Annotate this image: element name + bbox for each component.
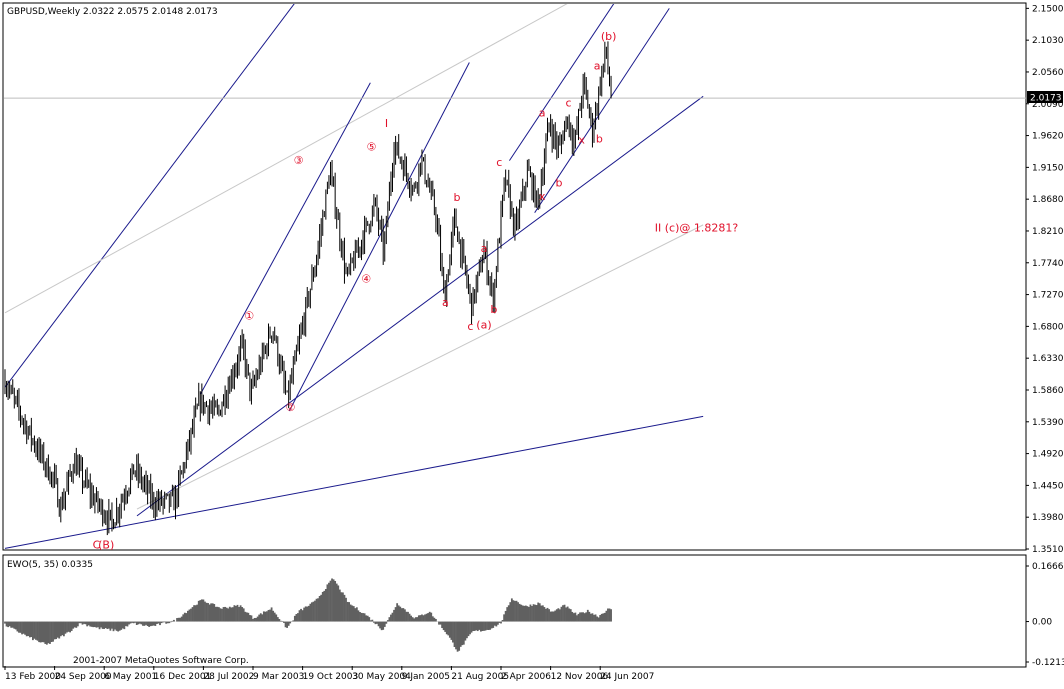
trend-line — [508, 4, 615, 161]
time-tick-label: 9 Mar 2003 — [253, 672, 304, 682]
price-tick-label: 2.0560 — [1032, 68, 1064, 78]
wave-label: a — [442, 296, 449, 309]
time-tick-label: 21 Aug 2005 — [451, 672, 509, 682]
time-tick-label: 24 Sep 2000 — [55, 672, 112, 682]
trend-line — [4, 415, 704, 549]
trend-line — [288, 62, 470, 412]
wave-label: ② — [285, 401, 295, 414]
wave-label: b — [490, 303, 497, 316]
trend-line — [534, 8, 670, 213]
wave-label: c — [496, 156, 502, 169]
ewo-tick-label: -0.1213 — [1032, 658, 1064, 668]
wave-label: b — [596, 132, 603, 145]
ewo-axis: 0.1666 0.00 -0.1213 — [1026, 562, 1064, 668]
price-tick-label: 2.1030 — [1032, 36, 1064, 46]
wave-label: (a) — [476, 318, 491, 331]
wave-label: b — [453, 191, 460, 204]
price-tick-label: 1.4920 — [1032, 450, 1064, 460]
time-tick-label: 12 Nov 2006 — [551, 672, 609, 682]
price-tick-label: 1.7270 — [1032, 291, 1064, 301]
wave-label: a — [594, 59, 601, 72]
time-tick-label: 28 Jul 2002 — [203, 672, 254, 682]
copyright-text: 2001-2007 MetaQuotes Software Corp. — [73, 656, 249, 666]
wave-label: c — [566, 96, 572, 109]
time-tick-label: 9 Jan 2005 — [402, 672, 450, 682]
price-tick-label: 1.9150 — [1032, 163, 1064, 173]
wave-label: ① — [244, 310, 254, 323]
time-tick-label: 2 Apr 2006 — [501, 672, 551, 682]
wave-label: II (c)@ 1.8281? — [655, 222, 739, 235]
wave-label: (b) — [601, 30, 617, 43]
price-tick-label: 1.3980 — [1032, 513, 1064, 523]
price-tick-label: 1.6330 — [1032, 354, 1064, 364]
price-tick-label: 2.1500 — [1032, 4, 1064, 14]
indicator-title: EWO(5, 35) 0.0335 — [7, 560, 93, 570]
price-tick-label: 1.6800 — [1032, 322, 1064, 332]
time-tick-label: 16 Dec 2001 — [154, 672, 212, 682]
time-tick-label: 19 Oct 2003 — [303, 672, 359, 682]
main-panel — [2, 2, 1027, 551]
wave-label: c — [467, 320, 473, 333]
wave-label: x — [539, 190, 546, 203]
time-tick-label: 30 May 2004 — [352, 672, 411, 682]
price-tick-label: 2.0090 — [1032, 100, 1064, 110]
trend-lines — [4, 4, 1026, 549]
ewo-histogram — [4, 578, 612, 652]
ewo-tick-label: 0.00 — [1032, 618, 1052, 628]
current-price-label: 2.0173 — [1030, 94, 1062, 104]
time-tick-label: 6 May 2001 — [104, 672, 157, 682]
price-axis: 2.1500 2.1030 2.0560 2.0090 1.9620 1.9150 1.86… — [1026, 4, 1064, 555]
price-tick-label: 1.4450 — [1032, 481, 1064, 491]
wave-label: x — [578, 134, 585, 147]
time-tick-label: 24 Jun 2007 — [600, 672, 654, 682]
wave-label: I — [385, 117, 388, 130]
price-tick-label: 1.3510 — [1032, 545, 1064, 555]
wave-label: b — [556, 176, 563, 189]
price-tick-label: 1.5390 — [1032, 418, 1064, 428]
trend-line — [4, 4, 568, 314]
wave-label: ③ — [294, 154, 304, 167]
trend-line — [200, 82, 371, 395]
wave-label: a — [481, 242, 488, 255]
wave-label: ④ — [361, 272, 371, 285]
price-tick-label: 1.7740 — [1032, 259, 1064, 269]
wave-label: C — [93, 538, 101, 551]
wave-label: (B) — [98, 538, 114, 551]
current-price-marker: 2.0173 — [1027, 91, 1063, 104]
price-tick-label: 1.5860 — [1032, 386, 1064, 396]
price-tick-label: 1.8680 — [1032, 195, 1064, 205]
wave-label: a — [539, 107, 546, 120]
ewo-tick-label: 0.1666 — [1032, 562, 1064, 572]
chart-title: GBPUSD,Weekly 2.0322 2.0575 2.0148 2.017… — [7, 7, 218, 17]
price-tick-label: 1.9620 — [1032, 132, 1064, 142]
current-price-box — [1027, 91, 1063, 103]
trend-line — [4, 4, 295, 388]
price-tick-label: 1.8210 — [1032, 227, 1064, 237]
price-bars — [4, 41, 612, 536]
trend-line — [136, 224, 704, 510]
time-tick-label: 13 Feb 2000 — [5, 672, 61, 682]
trend-line — [136, 95, 704, 517]
wave-label: ⑤ — [367, 140, 377, 153]
